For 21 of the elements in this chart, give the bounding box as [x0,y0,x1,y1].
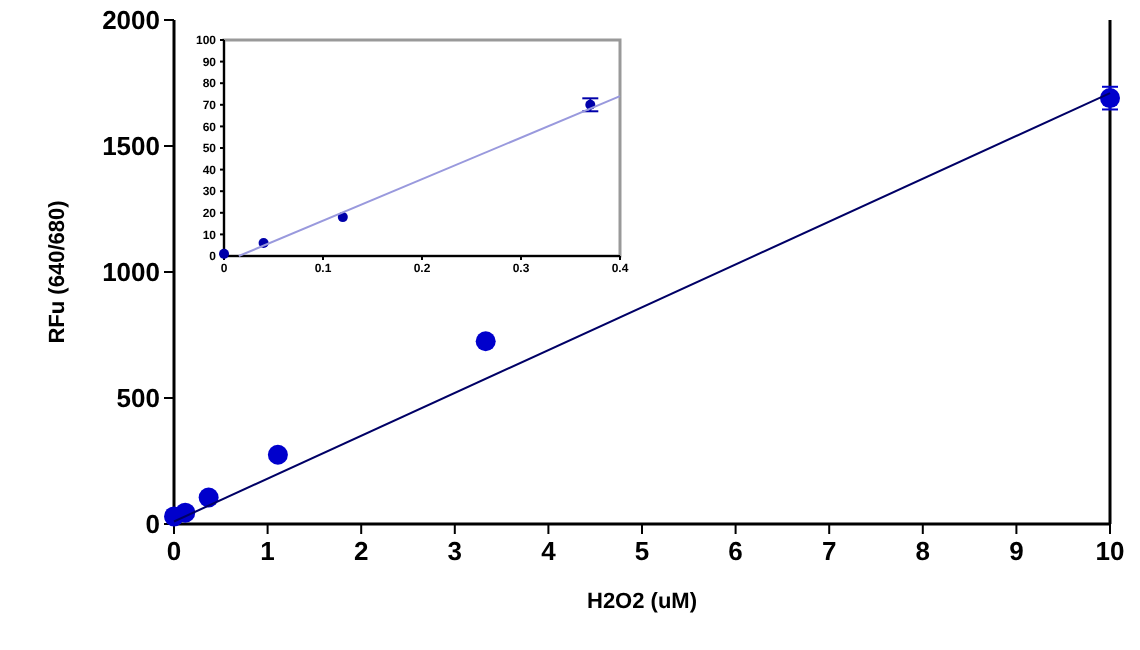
x-tick-label: 3 [447,536,463,566]
point [267,444,288,465]
point [475,331,496,352]
x-tick-label: 8 [915,536,931,566]
point [219,248,229,259]
y-tick-label: 1500 [102,131,160,162]
x-tick-label: 6 [728,536,743,566]
y-tick-label: 2000 [102,5,160,36]
y-tick-label: 0 [145,509,160,540]
x-tick-label: 0 [166,536,182,566]
y-axis-title: RFu (640/680) [46,199,70,344]
x-tick-label: 1 [260,536,275,566]
x-tick-label: 7 [821,536,837,566]
y-tick-label: 1000 [102,257,160,288]
x-tick-label: 9 [1009,536,1024,566]
x-tick-label: 2 [353,536,369,566]
x-axis-title: H2O2 (uM) [587,590,698,614]
x-tick-label: 10 [1095,536,1125,566]
x-tick-label: 5 [634,536,650,566]
x-tick-label: 4 [541,536,558,566]
y-tick-label: 500 [116,383,160,414]
